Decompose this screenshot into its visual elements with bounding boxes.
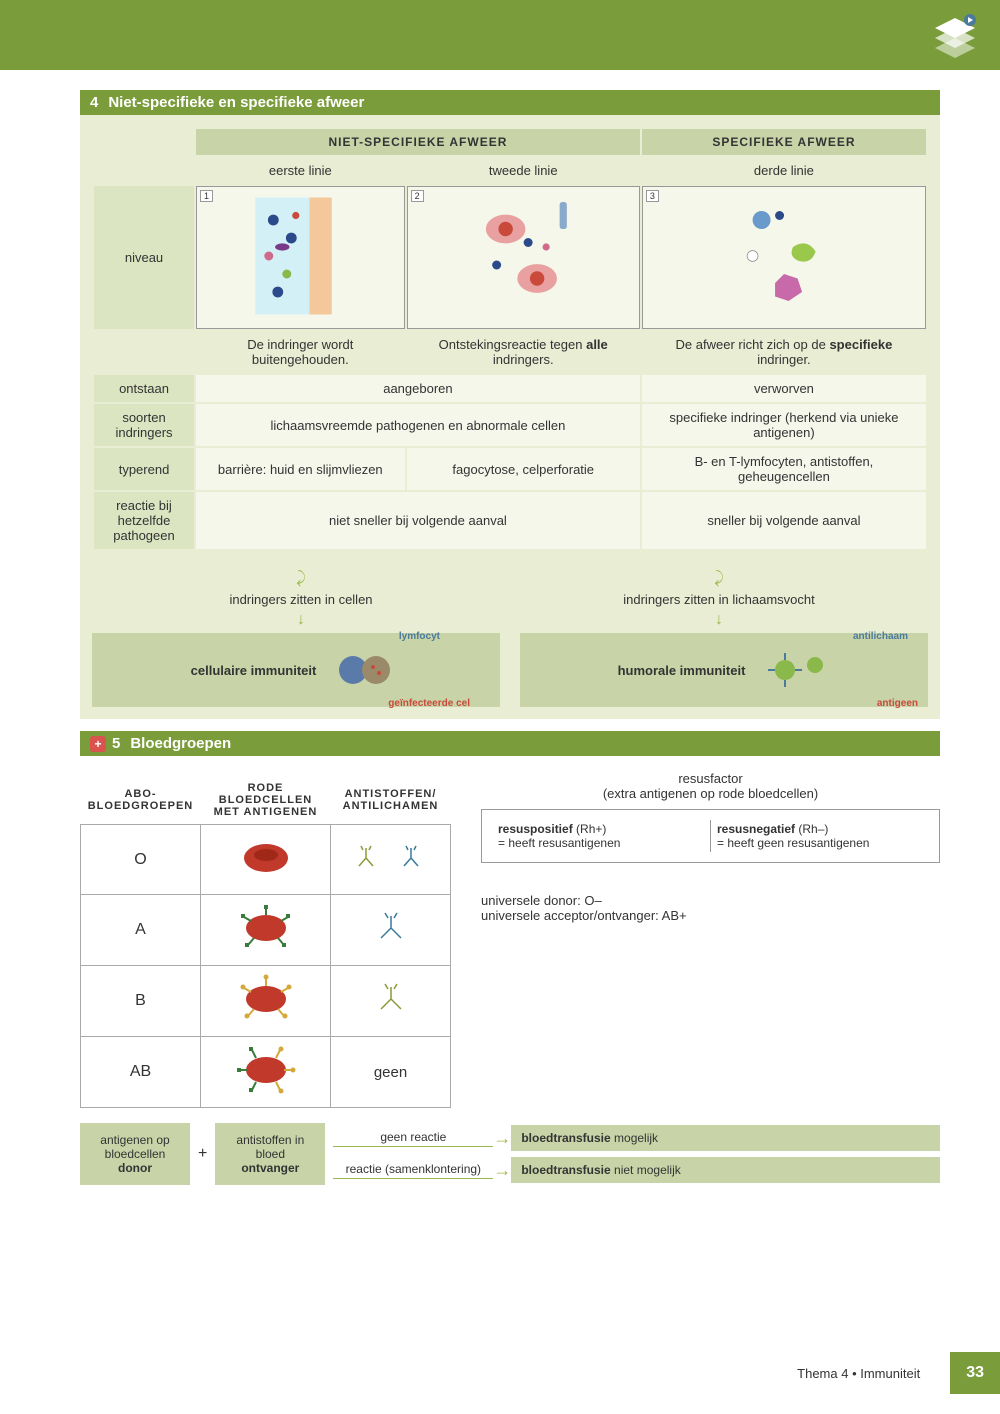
universal-info: universele donor: O– universele acceptor… bbox=[481, 893, 940, 923]
arrow-down-icon: ⤸ bbox=[531, 570, 907, 588]
img-linie3: 3 bbox=[642, 186, 926, 329]
humoral-label: humorale immuniteit bbox=[618, 663, 746, 678]
subhdr-l2: tweede linie bbox=[407, 157, 640, 184]
bg-AB-cell bbox=[201, 1037, 331, 1108]
antigeen-label: antigeen bbox=[877, 698, 918, 709]
subhdr-l1: eerste linie bbox=[196, 157, 405, 184]
tf-result2: bloedtransfusie niet mogelijk bbox=[511, 1157, 940, 1183]
bg-hdr-anti: ANTISTOFFEN/ ANTILICHAMEN bbox=[331, 776, 451, 825]
cellular-immunity-box: cellulaire immuniteit lymfocyt geïnfecte… bbox=[92, 633, 500, 707]
resus-column: resusfactor (extra antigenen op rode blo… bbox=[481, 766, 940, 923]
resus-title: resusfactor bbox=[481, 771, 940, 786]
arrow-down-icon: ↓ bbox=[113, 611, 489, 629]
bg-B: B bbox=[81, 966, 201, 1037]
row-ontstaan: ontstaan bbox=[94, 375, 194, 402]
resus-pos: resuspositief (Rh+) = heeft resusantigen… bbox=[492, 820, 711, 852]
bg-A: A bbox=[81, 895, 201, 966]
universal-donor: universele donor: O– bbox=[481, 893, 940, 908]
typerend-3: B- en T-lymfocyten, antistoffen, geheuge… bbox=[642, 448, 926, 490]
bg-O: O bbox=[81, 825, 201, 895]
desc-l1: De indringer wordt buitengehouden. bbox=[196, 331, 405, 373]
section5-title: Bloedgroepen bbox=[130, 735, 231, 752]
section4-number: 4 bbox=[90, 94, 98, 111]
row-soorten: soorten indringers bbox=[94, 404, 194, 446]
img-linie2: 2 bbox=[407, 186, 640, 329]
flow-labels: ⤸ indringers zitten in cellen ↓ ⤸ indrin… bbox=[92, 566, 928, 633]
ontstaan-12: aangeboren bbox=[196, 375, 640, 402]
bg-AB: AB bbox=[81, 1037, 201, 1108]
cellular-icon bbox=[331, 645, 401, 695]
lymfocyt-label: lymfocyt bbox=[399, 631, 440, 642]
section5-body: ABO-BLOEDGROEPEN RODE BLOEDCELLEN MET AN… bbox=[80, 756, 940, 1195]
resus-neg: resusnegatief (Rh–) = heeft geen resusan… bbox=[711, 820, 929, 852]
arrow-down-icon: ⤸ bbox=[113, 570, 489, 588]
tf-path2: reactie (samenklontering) bbox=[333, 1162, 493, 1179]
footer-text: Thema 4 • Immuniteit bbox=[797, 1366, 920, 1381]
desc-l3: De afweer richt zich op de specifieke in… bbox=[642, 331, 926, 373]
row-typerend: typerend bbox=[94, 448, 194, 490]
bg-AB-anti: geen bbox=[331, 1037, 451, 1108]
bg-hdr-rode: RODE BLOEDCELLEN MET ANTIGENEN bbox=[201, 776, 331, 825]
section5-number: 5 bbox=[112, 735, 120, 752]
tf-result1: bloedtransfusie mogelijk bbox=[511, 1125, 940, 1151]
geinf-label: geïnfecteerde cel bbox=[388, 698, 470, 709]
bg-O-anti bbox=[331, 825, 451, 895]
colhdr-niet: NIET-SPECIFIEKE AFWEER bbox=[196, 129, 640, 155]
tf-receiver-box: antistoffen in bloed ontvanger bbox=[215, 1123, 325, 1185]
reactie-3: sneller bij volgende aanval bbox=[642, 492, 926, 549]
bg-B-anti bbox=[331, 966, 451, 1037]
header-bar bbox=[0, 0, 1000, 70]
humoral-icon bbox=[760, 645, 830, 695]
universal-acceptor: universele acceptor/ontvanger: AB+ bbox=[481, 908, 940, 923]
bg-A-anti bbox=[331, 895, 451, 966]
arrow-down-icon: ↓ bbox=[531, 611, 907, 629]
row-reactie: reactie bij hetzelfde pathogeen bbox=[94, 492, 194, 549]
tf-donor-box: antigenen op bloedcellen donor bbox=[80, 1123, 190, 1185]
flow-right-top: indringers zitten in lichaamsvocht bbox=[531, 592, 907, 607]
bg-A-cell bbox=[201, 895, 331, 966]
section4-body: NIET-SPECIFIEKE AFWEER SPECIFIEKE AFWEER… bbox=[80, 115, 940, 719]
cellular-label: cellulaire immuniteit bbox=[191, 663, 317, 678]
transfusion-flow: antigenen op bloedcellen donor + antisto… bbox=[80, 1123, 940, 1185]
resus-subtitle: (extra antigenen op rode bloedcellen) bbox=[481, 786, 940, 801]
section4-header: 4 Niet-specifieke en specifieke afweer bbox=[80, 90, 940, 115]
soorten-12: lichaamsvreemde pathogenen en abnormale … bbox=[196, 404, 640, 446]
plus-icon: + bbox=[90, 736, 106, 752]
flow-left-top: indringers zitten in cellen bbox=[113, 592, 489, 607]
bg-B-cell bbox=[201, 966, 331, 1037]
humoral-immunity-box: humorale immuniteit antilichaam antigeen bbox=[520, 633, 928, 707]
tf-path1: geen reactie bbox=[333, 1130, 493, 1147]
desc-l2: Ontstekingsreactie tegen alle indringers… bbox=[407, 331, 640, 373]
bg-O-cell bbox=[201, 825, 331, 895]
page-number: 33 bbox=[950, 1352, 1000, 1394]
reactie-12: niet sneller bij volgende aanval bbox=[196, 492, 640, 549]
img-linie1: 1 bbox=[196, 186, 405, 329]
section4-title: Niet-specifieke en specifieke afweer bbox=[108, 94, 364, 111]
arrow-right-icon: → bbox=[493, 1160, 511, 1181]
bloodgroup-table: ABO-BLOEDGROEPEN RODE BLOEDCELLEN MET AN… bbox=[80, 776, 451, 1108]
soorten-3: specifieke indringer (herkend via unieke… bbox=[642, 404, 926, 446]
defense-table: NIET-SPECIFIEKE AFWEER SPECIFIEKE AFWEER… bbox=[92, 127, 928, 551]
colhdr-spec: SPECIFIEKE AFWEER bbox=[642, 129, 926, 155]
layers-icon bbox=[930, 10, 980, 60]
subhdr-l3: derde linie bbox=[642, 157, 926, 184]
typerend-1: barrière: huid en slijmvliezen bbox=[196, 448, 405, 490]
typerend-2: fagocytose, celperforatie bbox=[407, 448, 640, 490]
row-niveau: niveau bbox=[94, 186, 194, 329]
ontstaan-3: verworven bbox=[642, 375, 926, 402]
bg-hdr-abo: ABO-BLOEDGROEPEN bbox=[81, 776, 201, 825]
section5-header: + 5 Bloedgroepen bbox=[80, 731, 940, 756]
antilichaam-label: antilichaam bbox=[853, 631, 908, 642]
arrow-right-icon: → bbox=[493, 1128, 511, 1149]
page-footer: Thema 4 • Immuniteit 33 bbox=[797, 1352, 1000, 1394]
tf-plus: + bbox=[198, 1145, 207, 1163]
resus-box: resuspositief (Rh+) = heeft resusantigen… bbox=[481, 809, 940, 863]
